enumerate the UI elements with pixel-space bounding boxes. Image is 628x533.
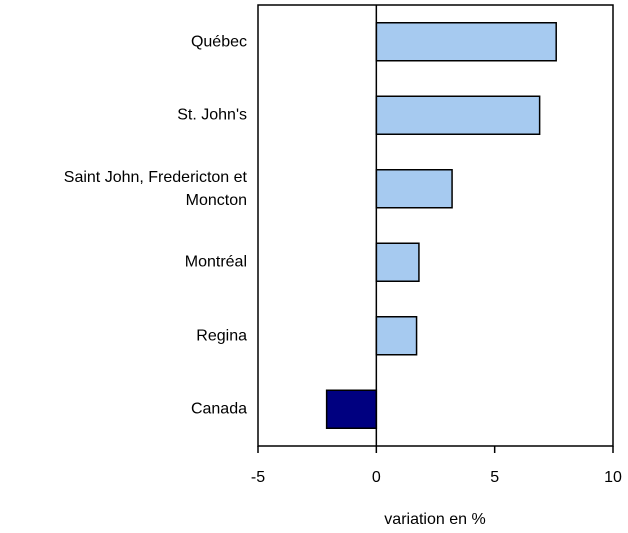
y-tick-label: Québec	[190, 33, 247, 51]
y-tick-label: Canada	[190, 400, 247, 418]
x-tick-label: -5	[251, 469, 265, 486]
y-tick-label: Regina	[196, 327, 247, 345]
x-tick-label: 10	[604, 469, 622, 486]
bar	[375, 22, 557, 62]
bar	[375, 316, 418, 356]
bar	[375, 169, 453, 209]
x-axis-label: variation en %	[384, 511, 485, 528]
plot-frame	[257, 4, 614, 447]
x-tick-label: 5	[490, 469, 499, 486]
bar	[325, 389, 378, 429]
bar	[375, 242, 420, 282]
bar	[375, 95, 541, 135]
x-tick-label: 0	[372, 469, 381, 486]
y-tick-label: Saint John, Fredericton et Moncton	[63, 168, 247, 209]
y-tick-label: Montréal	[184, 253, 247, 271]
y-tick-label: St. John's	[177, 106, 247, 124]
